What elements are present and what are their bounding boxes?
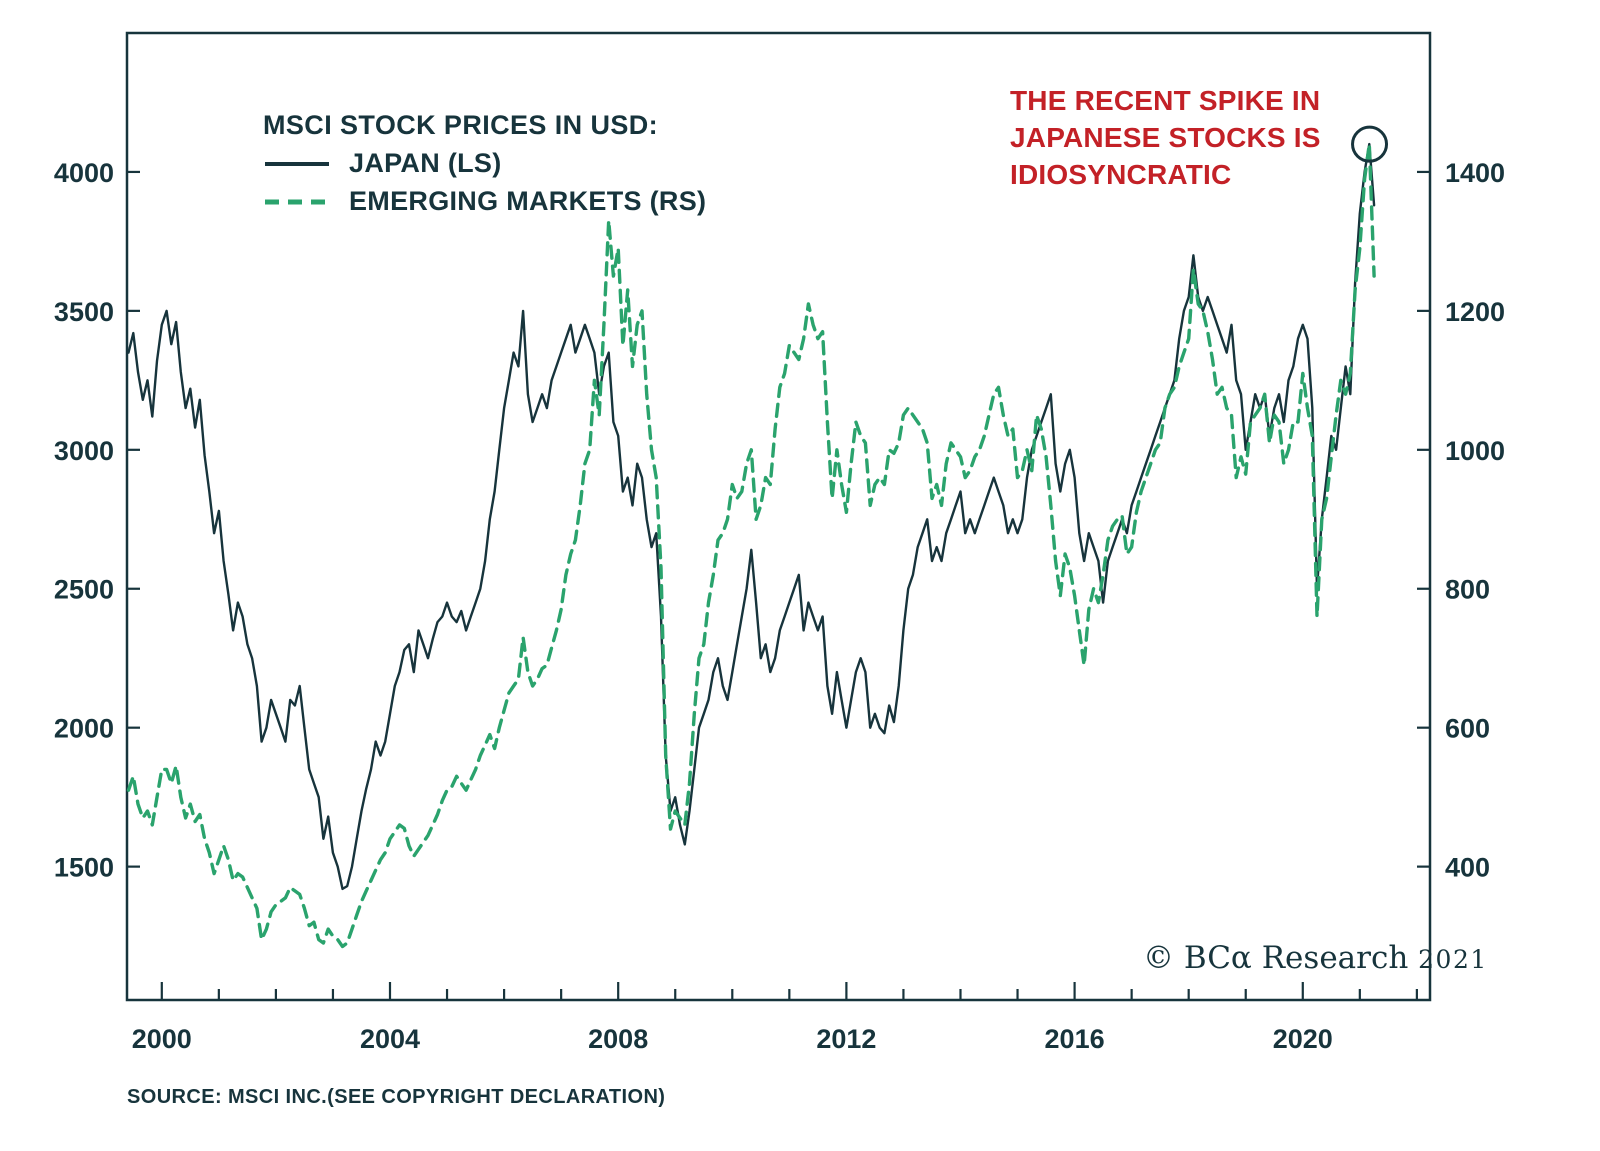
bca-watermark: © BCα Research 2021	[1143, 940, 1488, 976]
annotation-line-3: IDIOSYNCRATIC	[1010, 158, 1232, 190]
x-axis-year-label: 2020	[1273, 1024, 1333, 1054]
x-axis-year-label: 2012	[816, 1024, 876, 1054]
watermark-year: 2021	[1418, 945, 1488, 974]
left-axis-tick-label: 3000	[54, 436, 114, 466]
spike-annotation: THE RECENT SPIKE IN JAPANESE STOCKS IS I…	[1010, 83, 1321, 194]
legend-label-emerging-markets: EMERGING MARKETS (RS)	[349, 186, 707, 216]
x-axis-year-label: 2000	[132, 1024, 192, 1054]
watermark-text: © BCα Research	[1143, 940, 1409, 976]
legend-label-japan: JAPAN (LS)	[349, 148, 502, 178]
left-axis-tick-label: 2500	[54, 575, 114, 605]
japan-line	[127, 142, 1376, 891]
x-axis-year-label: 2008	[588, 1024, 648, 1054]
right-axis-tick-label: 600	[1445, 714, 1490, 744]
source-note: SOURCE: MSCI INC.(SEE COPYRIGHT DECLARAT…	[127, 1086, 666, 1108]
emerging-markets-line	[126, 142, 1376, 949]
left-axis-tick-label: 4000	[54, 158, 114, 188]
annotation-line-1: THE RECENT SPIKE IN	[1010, 85, 1321, 116]
left-axis-tick-label: 3500	[54, 297, 114, 327]
emerging-markets-line-swatch	[265, 199, 331, 204]
right-axis-tick-label: 800	[1445, 575, 1490, 605]
right-axis-tick-label: 1400	[1445, 158, 1505, 188]
left-axis-tick-label: 2000	[54, 714, 114, 744]
left-axis-tick-label: 1500	[54, 853, 114, 883]
plot-border	[125, 31, 1432, 1002]
chart-legend: MSCI STOCK PRICES IN USD: JAPAN (LS) EME…	[263, 110, 706, 217]
legend-item-emerging-markets: EMERGING MARKETS (RS)	[263, 186, 706, 217]
annotation-line-2: JAPANESE STOCKS IS	[1010, 121, 1321, 153]
x-axis-year-label: 2016	[1045, 1024, 1105, 1054]
legend-item-japan: JAPAN (LS)	[263, 148, 706, 179]
right-axis-tick-label: 400	[1445, 853, 1490, 883]
right-axis-tick-label: 1000	[1445, 436, 1505, 466]
japan-line-swatch	[265, 161, 329, 166]
right-axis-tick-label: 1200	[1445, 297, 1505, 327]
legend-title: MSCI STOCK PRICES IN USD:	[263, 110, 659, 140]
x-axis-year-label: 2004	[360, 1024, 420, 1054]
spike-highlight-circle	[1351, 125, 1389, 163]
